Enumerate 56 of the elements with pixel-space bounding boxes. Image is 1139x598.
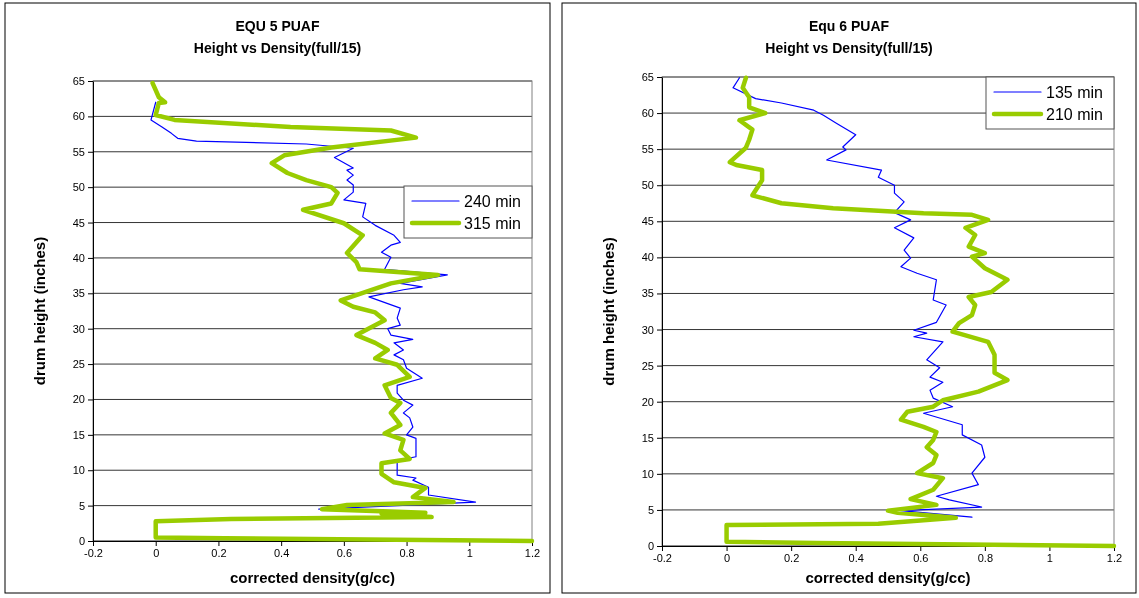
x-axis-title: corrected density(g/cc) bbox=[805, 569, 971, 586]
x-tick-label: -0.2 bbox=[653, 551, 672, 564]
chart-title: Equ 6 PUAF Height vs Density(full/15) bbox=[765, 18, 933, 56]
x-tick-label: -0.2 bbox=[84, 546, 103, 559]
y-tick-label: 5 bbox=[647, 503, 654, 516]
y-tick-label: 65 bbox=[641, 71, 654, 84]
y-axis-title: drum height (inches) bbox=[600, 237, 617, 386]
x-tick-label: 0.8 bbox=[399, 546, 415, 559]
y-tick-label: 5 bbox=[78, 499, 85, 512]
y-tick-label: 55 bbox=[72, 145, 85, 158]
y-tick-label: 0 bbox=[78, 535, 85, 548]
y-tick-label: 10 bbox=[641, 467, 654, 480]
x-tick-label: 0 bbox=[153, 546, 160, 559]
y-tick-label: 50 bbox=[72, 181, 85, 194]
x-tick-label: 1 bbox=[1046, 551, 1053, 564]
y-tick-label: 65 bbox=[72, 75, 85, 88]
x-tick-label: 0.4 bbox=[848, 551, 864, 564]
x-tick-label: 0 bbox=[724, 551, 731, 564]
x-tick-label: 0.6 bbox=[336, 546, 353, 559]
y-tick-label: 60 bbox=[72, 110, 85, 123]
line-series bbox=[150, 80, 535, 544]
y-tick-label: 35 bbox=[641, 287, 654, 300]
chart-title: EQU 5 PUAF Height vs Density(full/15) bbox=[193, 18, 362, 56]
y-tick-label: 20 bbox=[72, 393, 85, 406]
x-tick-label: 1 bbox=[466, 546, 473, 559]
x-tick-label: 0.2 bbox=[211, 546, 227, 559]
legend-label: 315 min bbox=[464, 215, 521, 232]
line-series bbox=[732, 77, 986, 518]
y-axis-title: drum height (inches) bbox=[31, 236, 48, 386]
x-axis-title: corrected density(g/cc) bbox=[229, 569, 396, 586]
y-tick-label: 60 bbox=[641, 107, 654, 120]
y-tick-label: 25 bbox=[641, 359, 654, 372]
y-tick-label: 50 bbox=[641, 179, 654, 192]
y-tick-label: 45 bbox=[641, 215, 654, 228]
x-tick-label: 0.8 bbox=[977, 551, 994, 564]
legend-label: 210 min bbox=[1046, 106, 1103, 123]
x-tick-label: 1.2 bbox=[1106, 551, 1123, 564]
y-tick-label: 10 bbox=[72, 464, 85, 477]
line-series bbox=[724, 75, 1117, 549]
y-tick-label: 55 bbox=[641, 143, 654, 156]
x-tick-label: 0.6 bbox=[913, 551, 929, 564]
y-tick-label: 20 bbox=[641, 395, 654, 408]
x-tick-label: 1.2 bbox=[524, 546, 541, 559]
y-tick-label: 25 bbox=[72, 358, 85, 371]
y-tick-label: 15 bbox=[641, 431, 654, 444]
x-tick-label: 0.2 bbox=[783, 551, 800, 564]
y-tick-label: 40 bbox=[641, 251, 654, 264]
y-tick-label: 30 bbox=[641, 323, 654, 336]
x-tick-label: 0.4 bbox=[273, 546, 290, 559]
y-tick-label: 40 bbox=[72, 251, 85, 264]
legend-label: 240 min bbox=[464, 193, 521, 210]
y-tick-label: 15 bbox=[72, 428, 85, 441]
y-tick-label: 35 bbox=[72, 287, 85, 300]
y-tick-label: 45 bbox=[72, 216, 85, 229]
legend-label: 135 min bbox=[1046, 84, 1103, 101]
y-tick-label: 30 bbox=[72, 322, 85, 335]
